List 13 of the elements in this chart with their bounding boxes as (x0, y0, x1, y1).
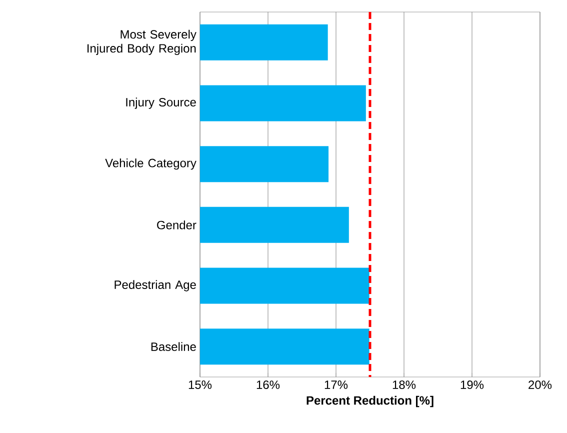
x-tick-label: 19% (460, 380, 484, 390)
y-tick-label: Most Severely Injured Body Region (88, 30, 196, 56)
y-tick-label: Baseline (151, 342, 196, 351)
x-tick-label: 15% (188, 380, 212, 389)
x-tick-label: 17% (324, 380, 348, 389)
x-axis-title: Percent Reduction [%] (306, 396, 434, 408)
x-tick-label: 20% (528, 380, 552, 390)
x-tick-label: 16% (256, 380, 280, 390)
y-tick-label: Vehicle Category (105, 158, 196, 170)
y-tick-label: Pedestrian Age (114, 280, 196, 292)
y-tick-label: Gender (157, 220, 196, 230)
y-tick-label: Injury Source (126, 98, 196, 109)
x-tick-label: 18% (392, 380, 416, 390)
